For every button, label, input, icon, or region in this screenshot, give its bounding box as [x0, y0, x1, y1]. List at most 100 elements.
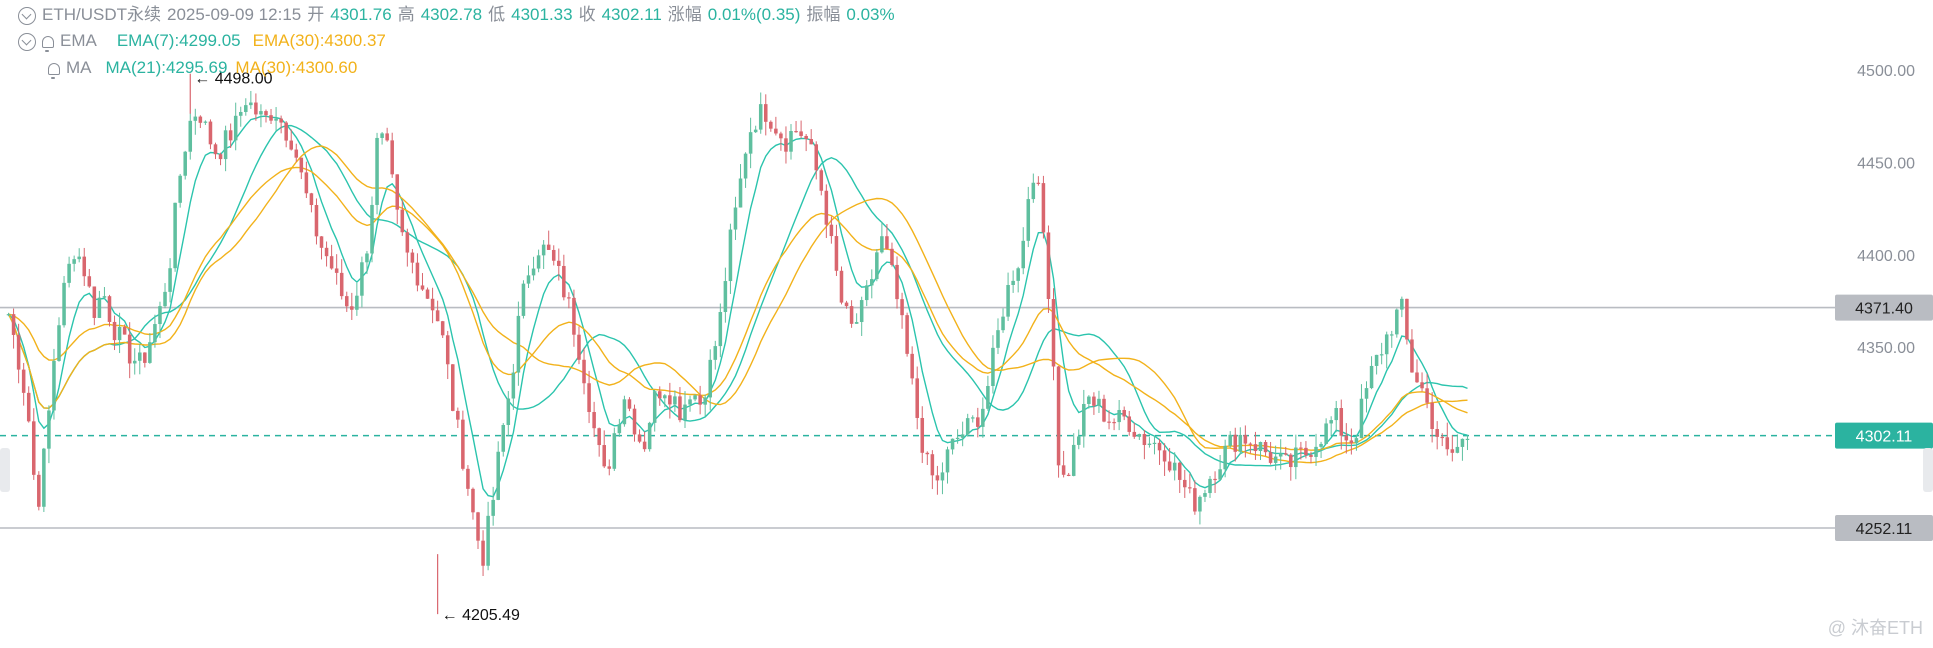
candle-body — [976, 417, 980, 427]
candle-body — [334, 268, 339, 273]
candle-body — [885, 236, 889, 249]
candle-body — [163, 291, 167, 307]
level-tag-label: 4371.40 — [1855, 301, 1913, 318]
close-label: 收 — [578, 5, 596, 24]
candle-body — [935, 475, 940, 481]
candle-body — [405, 232, 410, 253]
left-scroll-handle[interactable] — [0, 448, 10, 492]
candle-body — [854, 322, 859, 324]
candle-body — [1440, 436, 1445, 439]
candle-body — [758, 104, 763, 130]
ma30-line — [7, 145, 1468, 464]
candle-body — [57, 325, 61, 361]
close-value: 4302.11 — [601, 5, 662, 24]
candle-body — [1046, 232, 1051, 300]
candle-body — [940, 472, 945, 481]
ema-row: EMA EMA(7):4299.05 EMA(30):4300.37 — [18, 28, 392, 54]
candle-body — [1016, 268, 1020, 281]
ema-indicator-name[interactable]: EMA — [60, 31, 97, 50]
candle-body — [1107, 421, 1111, 423]
candle-body — [1243, 434, 1248, 444]
candle-body — [1299, 447, 1303, 449]
y-tick-label: 4500.00 — [1857, 63, 1915, 80]
candle-body — [1223, 445, 1227, 470]
candle-body — [774, 128, 778, 134]
candle-body — [410, 252, 415, 263]
ma-indicator-name[interactable]: MA — [66, 58, 92, 77]
collapse-chevron-icon[interactable] — [18, 6, 36, 25]
candle-body — [753, 129, 758, 133]
candle-body — [244, 105, 248, 112]
candle-body — [551, 249, 556, 261]
candle-body — [1006, 284, 1010, 317]
ema7-value: EMA(7):4299.05 — [116, 31, 241, 50]
candle-body — [1092, 396, 1096, 406]
collapse-chevron-icon[interactable] — [18, 32, 36, 51]
candle-body — [218, 154, 223, 160]
candle-body — [213, 144, 218, 155]
ma-row: MA MA(21):4295.69 MA(30):4300.60 — [48, 55, 363, 81]
candle-body — [1152, 442, 1157, 445]
candle-body — [930, 454, 935, 476]
open-label: 开 — [307, 5, 325, 24]
candle-body — [294, 149, 299, 158]
candle-body — [360, 262, 364, 296]
candle-body — [1041, 183, 1046, 233]
candle-body — [562, 265, 566, 298]
candle-body — [309, 193, 314, 206]
candle-body — [814, 144, 819, 171]
bell-icon[interactable] — [42, 35, 54, 52]
candle-body — [445, 335, 450, 365]
candle-body — [284, 122, 288, 141]
candle-body — [1137, 434, 1142, 437]
candle-body — [784, 138, 788, 152]
candle-body — [1415, 372, 1419, 383]
candle-body — [678, 396, 682, 421]
candle-body — [188, 120, 193, 152]
candle-body — [1455, 446, 1460, 453]
candle-body — [1324, 423, 1328, 444]
candle-body — [622, 399, 627, 425]
candle-body — [1273, 456, 1278, 463]
candle-body — [1319, 443, 1323, 447]
candle-body — [779, 133, 783, 139]
candle-body — [501, 424, 506, 452]
candle-body — [1162, 450, 1167, 462]
candle-body — [1233, 434, 1238, 452]
high-value: 4302.78 — [420, 5, 483, 24]
candle-body — [385, 133, 389, 141]
candle-body — [1460, 438, 1465, 447]
candle-body — [1369, 365, 1374, 389]
candle-body — [1410, 339, 1414, 373]
candle-body — [390, 140, 394, 175]
candle-body — [168, 268, 172, 292]
right-scroll-handle[interactable] — [1923, 448, 1933, 492]
ema30-line — [8, 166, 1468, 451]
candle-body — [698, 395, 702, 405]
candle-body — [451, 364, 455, 411]
candle-body — [567, 297, 571, 299]
candle-body — [42, 448, 46, 507]
candle-body — [819, 170, 824, 191]
candle-body — [21, 369, 26, 393]
bell-icon[interactable] — [48, 62, 60, 79]
candle-body — [1208, 478, 1212, 494]
candle-body — [915, 378, 919, 418]
candle-body — [259, 111, 263, 115]
candle-body — [526, 275, 531, 284]
candle-body — [375, 137, 379, 205]
candle-body — [1172, 462, 1177, 471]
candle-body — [1082, 403, 1086, 437]
candle-body — [728, 229, 733, 282]
candle-body — [127, 334, 132, 364]
candle-body — [1253, 444, 1258, 452]
candle-body — [102, 296, 107, 298]
swing-high-label: ← 4498.00 — [194, 71, 272, 88]
price-tags: 4371.40 4252.11 4302.11 — [1835, 294, 1933, 541]
candle-body — [1263, 442, 1268, 453]
open-value: 4301.76 — [330, 5, 392, 24]
candle-body — [970, 417, 975, 419]
candle-body — [920, 417, 925, 453]
candle-body — [1011, 280, 1015, 285]
